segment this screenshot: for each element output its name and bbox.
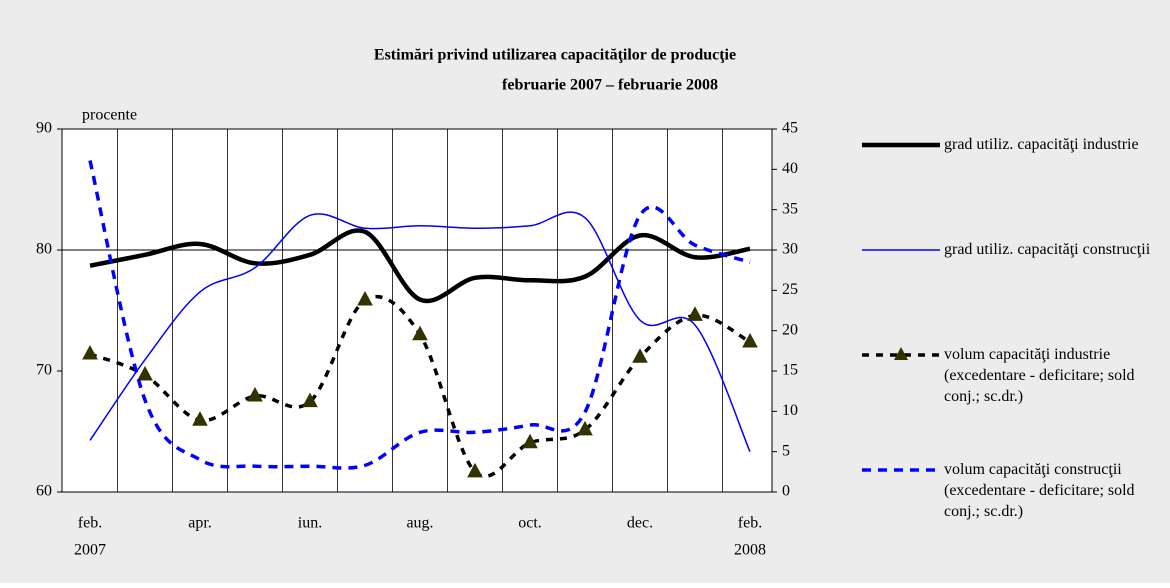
- year-label: 2007: [74, 542, 106, 559]
- marker: [522, 433, 538, 449]
- y2-tick-label: 40: [782, 160, 798, 177]
- marker: [137, 365, 153, 381]
- x-tick-label: dec.: [627, 515, 653, 532]
- year-label: 2008: [734, 542, 766, 559]
- legend-marker: [894, 347, 908, 360]
- y2-tick-label: 35: [782, 200, 798, 217]
- y2-tick-label: 15: [782, 362, 798, 379]
- y2-tick-label: 5: [782, 442, 790, 459]
- marker: [357, 290, 373, 306]
- y-tick-label: 60: [36, 483, 52, 500]
- plot-area: [61, 128, 773, 493]
- x-tick-label: apr.: [188, 515, 212, 532]
- legend-label: grad utiliz. capacităţi industrie: [944, 136, 1139, 153]
- marker: [412, 325, 428, 341]
- y2-tick-label: 25: [782, 281, 798, 298]
- marker: [247, 386, 263, 402]
- chart-subtitle: februarie 2007 – februarie 2008: [502, 77, 718, 94]
- marker: [82, 345, 98, 360]
- y-axis-label: procente: [82, 107, 137, 124]
- series-line: [89, 228, 751, 304]
- y2-tick-label: 45: [782, 120, 798, 137]
- x-tick-label: aug.: [406, 515, 433, 532]
- y-tick-label: 80: [36, 241, 52, 258]
- legend-label: volum capacităţi industrie (excedentare …: [944, 346, 1135, 405]
- series-line: [89, 211, 751, 452]
- y2-tick-label: 20: [782, 321, 798, 338]
- legend-label: volum capacităţi construcţii (excedentar…: [944, 461, 1135, 520]
- y2-tick-label: 30: [782, 241, 798, 258]
- marker: [687, 306, 703, 321]
- series-line: [88, 160, 751, 470]
- y-tick-label: 70: [36, 362, 52, 379]
- marker: [632, 348, 648, 363]
- legend-label: grad utiliz. capacităţi construcţii: [944, 241, 1151, 258]
- marker: [467, 462, 483, 478]
- x-tick-label: oct.: [518, 515, 542, 532]
- marker: [302, 392, 318, 408]
- y-tick-label: 90: [36, 120, 52, 137]
- marker: [742, 332, 758, 348]
- x-tick-label: iun.: [298, 515, 322, 532]
- marker: [192, 411, 208, 426]
- marker: [577, 420, 593, 436]
- x-tick-label: feb.: [78, 515, 102, 532]
- y2-tick-label: 0: [782, 483, 790, 500]
- y2-tick-label: 10: [782, 402, 798, 419]
- chart-title: Estimări privind utilizarea capacităţilo…: [374, 47, 736, 64]
- x-tick-label: feb.: [738, 515, 762, 532]
